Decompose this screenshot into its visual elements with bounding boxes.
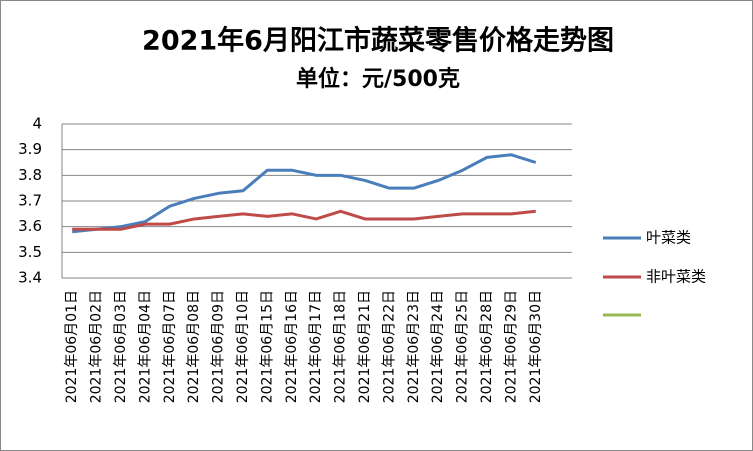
x-tick-label: 2021年06月18日 [333,290,349,403]
chart-subtitle: 单位：元/500克 [296,66,460,92]
line-series [72,153,537,234]
x-tick-label: 2021年06月02日 [89,290,105,403]
x-tick-label: 2021年06月04日 [137,290,153,403]
y-tick-label: 3.9 [18,140,42,158]
x-tick-label: 2021年06月23日 [406,290,422,403]
x-tick-label: 2021年06月25日 [455,290,471,403]
x-tick-label: 2021年06月22日 [381,290,397,403]
x-tick-label: 2021年06月03日 [113,290,129,403]
chart-title: 2021年6月阳江市蔬菜零售价格走势图 [142,25,614,57]
y-tick-label: 4 [32,115,42,133]
x-tick-label: 2021年06月01日 [64,290,80,403]
y-tick-label: 3.4 [18,269,42,287]
x-tick-label: 2021年06月24日 [430,290,446,403]
legend-label: 非叶菜类 [646,268,706,286]
x-tick-label: 2021年06月17日 [308,290,324,403]
x-tick-label: 2021年06月29日 [503,290,519,403]
y-tick-label: 3.8 [18,166,42,184]
line-series [72,209,536,231]
x-tick-label: 2021年06月08日 [186,290,202,403]
x-tick-label: 2021年06月16日 [284,290,300,403]
y-tick-label: 3.5 [18,243,42,261]
y-tick-label: 3.6 [18,217,42,235]
x-tick-label: 2021年06月07日 [162,290,178,403]
y-tick-label: 3.7 [18,192,42,210]
x-tick-label: 2021年06月15日 [259,290,275,403]
x-tick-label: 2021年06月10日 [235,290,251,403]
x-tick-label: 2021年06月09日 [211,290,227,403]
x-tick-label: 2021年06月30日 [528,290,544,403]
x-tick-label: 2021年06月28日 [479,290,495,403]
x-tick-label: 2021年06月21日 [357,290,373,403]
legend-label: 叶菜类 [646,229,691,247]
